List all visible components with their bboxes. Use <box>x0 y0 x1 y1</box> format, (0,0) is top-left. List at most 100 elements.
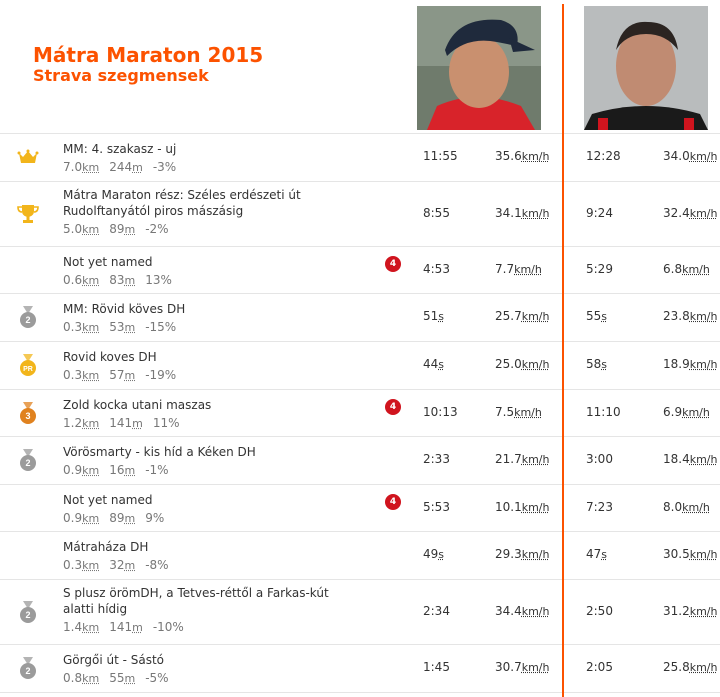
svg-text:2: 2 <box>25 610 30 620</box>
segment-meta: 0.3km 53m -15% <box>63 320 186 335</box>
segment-distance: 0.6 <box>63 273 83 287</box>
segment-name-link[interactable]: Zold kocka utani maszas <box>63 398 212 412</box>
segment-row[interactable]: 2 S plusz örömDH, a Tetves-réttől a Farka… <box>0 579 720 644</box>
segment-name-link[interactable]: Mátra Maraton rész: Széles erdészeti út … <box>63 188 301 218</box>
row-divider <box>0 436 720 437</box>
unit-s: s <box>601 548 608 561</box>
athlete-2-speed: 18.9km/h <box>663 357 718 371</box>
segment-name-link[interactable]: Mátraháza DH <box>63 540 149 554</box>
segment-name-link[interactable]: MM: Rövid köves DH <box>63 302 186 316</box>
trophy-icon <box>16 202 40 226</box>
unit-kmh: km/h <box>689 604 718 618</box>
unit-m: m <box>124 559 136 572</box>
segment-row[interactable]: 2 MM: Rövid köves DH 0.3km 53m -15% 51s 25.7km… <box>0 293 720 341</box>
segment-name-link[interactable]: Görgői út - Sástó <box>63 653 165 667</box>
unit-m: m <box>132 161 143 174</box>
row-divider <box>0 181 720 182</box>
unit-m: m <box>124 321 136 334</box>
segment-row[interactable]: 2 Görgői út - Sástó 0.8km 55m -5% 1:45 30.7km/… <box>0 644 720 692</box>
unit-km: km <box>82 621 100 634</box>
athlete-1-speed: 34.4km/h <box>495 603 550 618</box>
segment-meta: 0.8km 55m -5% <box>63 671 179 686</box>
unit-km: km <box>82 274 100 287</box>
segment-row[interactable]: 3 Zold kocka utani maszas 1.2km 141m 11% 4 10:… <box>0 389 720 436</box>
unit-kmh: km/h <box>689 150 718 163</box>
svg-text:2: 2 <box>25 666 30 676</box>
segment-elevation: 141 <box>109 620 133 634</box>
athlete-1-speed: 30.7km/h <box>495 660 550 674</box>
athlete-column-divider <box>562 4 564 697</box>
unit-kmh: km/h <box>521 150 550 163</box>
pr-medal-icon: PR <box>16 353 40 377</box>
row-divider <box>0 341 720 342</box>
row-divider <box>0 389 720 390</box>
segment-elevation: 16 <box>109 463 125 477</box>
page-title: Mátra Maraton 2015 <box>33 43 264 67</box>
segment-name-link[interactable]: MM: 4. szakasz - uj <box>63 142 177 156</box>
segment-name-link[interactable]: Vörösmarty - kis híd a Kéken DH <box>63 445 256 459</box>
unit-kmh: km/h <box>689 548 718 561</box>
segment-distance: 0.8 <box>63 671 83 685</box>
unit-km: km <box>82 223 100 236</box>
unit-s: s <box>601 358 608 371</box>
unit-km: km <box>82 417 100 430</box>
unit-km: km <box>82 464 100 477</box>
segment-meta: 5.0km 89m -2% <box>63 222 179 237</box>
unit-kmh: km/h <box>682 405 710 419</box>
row-divider <box>0 579 720 580</box>
athlete-2-time: 11:10 <box>586 404 621 419</box>
unit-m: m <box>132 621 143 634</box>
segment-grade: -10% <box>152 620 184 634</box>
segment-name-link[interactable]: Not yet named <box>63 493 153 507</box>
row-divider <box>0 246 720 247</box>
unit-km: km <box>82 321 100 334</box>
segment-elevation: 244 <box>109 160 133 174</box>
athlete-1-speed: 10.1km/h <box>495 499 550 514</box>
segment-row[interactable]: Not yet named 0.6km 83m 13% 4 4:53 7.7km/h 5:29… <box>0 246 720 293</box>
unit-kmh: km/h <box>689 358 718 371</box>
athlete-1-speed: 7.5km/h <box>495 404 542 419</box>
athlete-2-time: 5:29 <box>586 261 613 276</box>
athlete-1-speed: 29.3km/h <box>495 547 550 561</box>
segment-distance: 7.0 <box>63 160 83 174</box>
unit-km: km <box>82 672 100 685</box>
athlete-2-speed: 25.8km/h <box>663 660 718 674</box>
unit-kmh: km/h <box>521 206 550 220</box>
unit-kmh: km/h <box>521 453 550 466</box>
unit-m: m <box>132 417 143 430</box>
silver-medal-icon: 2 <box>16 656 40 680</box>
athlete-1-time: 5:53 <box>423 499 450 514</box>
segment-row[interactable]: Not yet named 0.9km 89m 9% 4 5:53 10.1km/h 7:23… <box>0 484 720 531</box>
segment-name-link[interactable]: Not yet named <box>63 255 153 269</box>
unit-s: s <box>438 310 445 323</box>
segment-name-link[interactable]: S plusz örömDH, a Tetves-réttől a Farkas… <box>63 586 329 616</box>
athlete-1-time: 44s <box>423 357 445 371</box>
silver-medal-icon: 2 <box>16 448 40 472</box>
segment-distance: 1.2 <box>63 416 83 430</box>
segment-row[interactable]: Mátra Maraton rész: Széles erdészeti út … <box>0 181 720 246</box>
segment-grade: -2% <box>145 222 169 236</box>
segment-grade: -19% <box>145 368 177 382</box>
unit-s: s <box>438 358 445 371</box>
segment-grade: -5% <box>145 671 169 685</box>
segment-meta: 0.9km 16m -1% <box>63 463 179 478</box>
athlete-2-speed: 31.2km/h <box>663 603 718 618</box>
unit-kmh: km/h <box>689 661 718 674</box>
athlete-1-speed: 21.7km/h <box>495 452 550 466</box>
segment-row[interactable]: PR Rovid koves DH 0.3km 57m -19% 44s 25.0km/h 5… <box>0 341 720 389</box>
segment-row[interactable]: MM: 4. szakasz - uj 7.0km 244m -3% 11:55 35.6… <box>0 133 720 181</box>
unit-kmh: km/h <box>521 661 550 674</box>
segment-distance: 0.3 <box>63 320 83 334</box>
athlete-1-time: 10:13 <box>423 404 458 419</box>
svg-text:PR: PR <box>23 366 33 373</box>
segment-elevation: 53 <box>109 320 125 334</box>
segment-elevation: 89 <box>109 222 125 236</box>
segment-name-link[interactable]: Rovid koves DH <box>63 350 157 364</box>
segment-distance: 0.9 <box>63 511 83 525</box>
climb-category-badge: 4 <box>385 399 401 415</box>
segment-meta: 7.0km 244m -3% <box>63 160 186 175</box>
athlete-1-speed: 35.6km/h <box>495 149 550 163</box>
segment-grade: -8% <box>145 558 169 572</box>
segment-row[interactable]: Mátraháza DH 0.3km 32m -8% 49s 29.3km/h 47s 30.… <box>0 531 720 579</box>
segment-row[interactable]: 2 Vörösmarty - kis híd a Kéken DH 0.9km 16m… <box>0 436 720 484</box>
